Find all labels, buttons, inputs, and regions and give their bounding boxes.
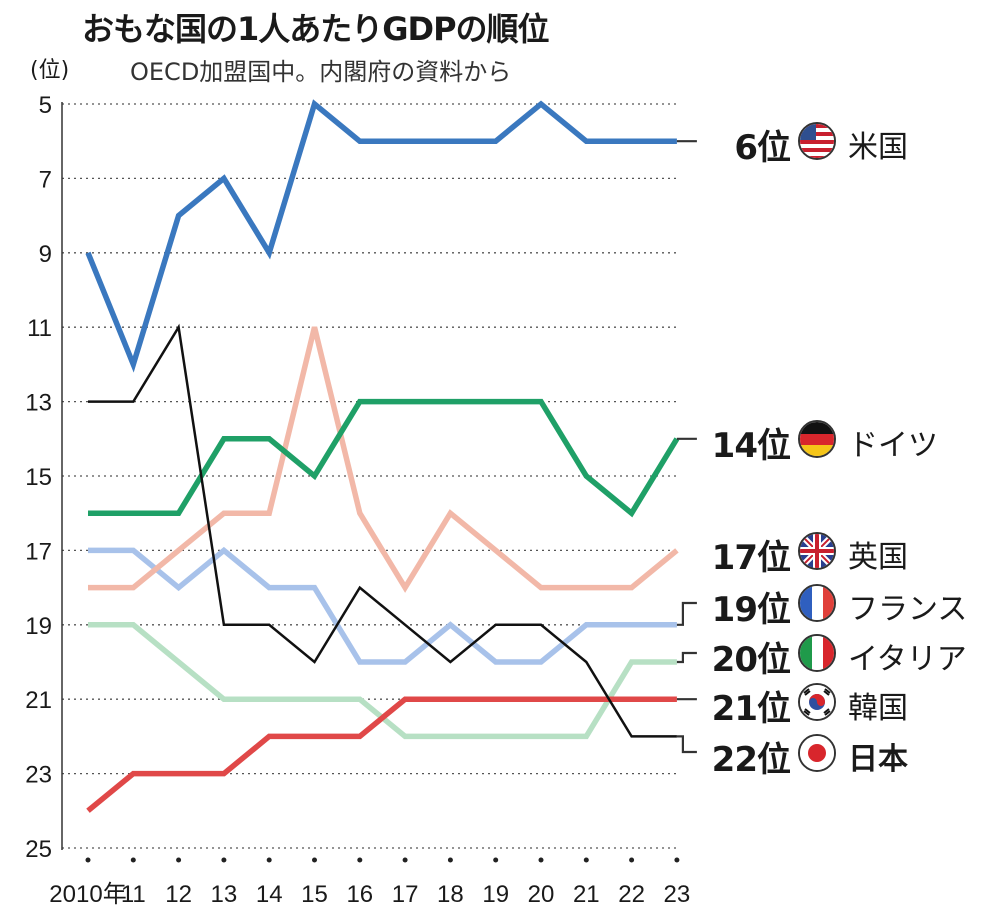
x-tick-label: 12 [165, 881, 192, 908]
y-tick-label: 13 [25, 390, 52, 417]
rank-label-japan: 22位 [711, 740, 791, 780]
flag-germany-icon [798, 420, 836, 458]
x-tick-dot [266, 857, 272, 863]
rank-label-germany: 14位 [711, 426, 791, 466]
y-tick-label: 9 [39, 241, 52, 268]
country-label-japan: 日本 [848, 742, 908, 777]
country-label-france: フランス [848, 592, 968, 627]
x-tick-dot [221, 857, 227, 863]
flag-japan-icon [798, 734, 836, 772]
country-label-uk: 英国 [848, 540, 908, 575]
x-tick-dot [629, 857, 635, 863]
y-tick-label: 21 [25, 687, 52, 714]
x-tick-label: 13 [211, 881, 238, 908]
leader-line [676, 601, 697, 626]
flag-us-icon [798, 122, 836, 160]
y-tick-label: 23 [25, 762, 52, 789]
chart-subtitle: OECD加盟国中。内閣府の資料から [130, 58, 512, 86]
x-tick-dot [176, 857, 182, 863]
country-label-us: 米国 [848, 130, 908, 165]
y-unit-label: (位) [30, 58, 70, 83]
x-tick-label: 2010年 [49, 881, 126, 908]
chart-title: おもな国の1人あたりGDPの順位 [82, 10, 550, 48]
country-label-germany: ドイツ [848, 428, 938, 463]
series-line-2 [88, 326, 679, 593]
series-line-3 [88, 546, 677, 665]
x-tick-label: 21 [573, 881, 600, 908]
rank-label-korea: 21位 [711, 689, 791, 729]
x-tick-label: 20 [528, 881, 555, 908]
y-tick-label: 5 [39, 92, 52, 119]
x-tick-dot [357, 857, 363, 863]
x-tick-label: 16 [346, 881, 373, 908]
x-tick-label: 22 [618, 881, 645, 908]
x-tick-dot [402, 857, 408, 863]
x-tick-label: 17 [392, 881, 419, 908]
y-tick-label: 11 [27, 315, 52, 342]
country-label-korea: 韓国 [848, 691, 908, 726]
flag-uk-icon [798, 532, 836, 570]
x-tick-dot [493, 857, 499, 863]
x-tick-label: 19 [482, 881, 509, 908]
rank-label-france: 19位 [711, 590, 791, 630]
x-tick-dot [583, 857, 589, 863]
x-tick-dot [312, 857, 317, 863]
x-tick-label: 14 [256, 881, 283, 908]
rank-label-italy: 20位 [711, 640, 791, 680]
x-tick-label: 15 [301, 881, 328, 908]
x-tick-dot [447, 857, 453, 863]
x-tick-dot [674, 857, 680, 863]
y-tick-label: 7 [39, 166, 52, 193]
y-tick-label: 19 [25, 613, 52, 640]
flag-korea-icon [798, 683, 836, 721]
series-line-0 [85, 99, 677, 373]
y-tick-label: 17 [25, 538, 52, 565]
flag-italy-icon [798, 634, 836, 672]
flag-france-icon [798, 584, 836, 622]
y-tick-label: 15 [25, 464, 52, 491]
x-tick-label: 11 [121, 881, 146, 908]
leader-line [676, 651, 697, 664]
rank-label-uk: 17位 [711, 538, 791, 578]
series-line-5 [86, 696, 677, 813]
x-tick-label: 23 [664, 881, 691, 908]
country-label-italy: イタリア [848, 642, 967, 677]
series-line-1 [88, 398, 680, 518]
y-tick-label: 25 [25, 836, 52, 863]
x-tick-dot [538, 857, 544, 863]
leader-line [676, 735, 697, 754]
x-tick-dot [130, 857, 136, 863]
rank-label-us: 6位 [734, 128, 791, 168]
series-line-6 [88, 323, 677, 738]
x-tick-label: 18 [437, 881, 464, 908]
x-tick-dot [85, 857, 91, 863]
